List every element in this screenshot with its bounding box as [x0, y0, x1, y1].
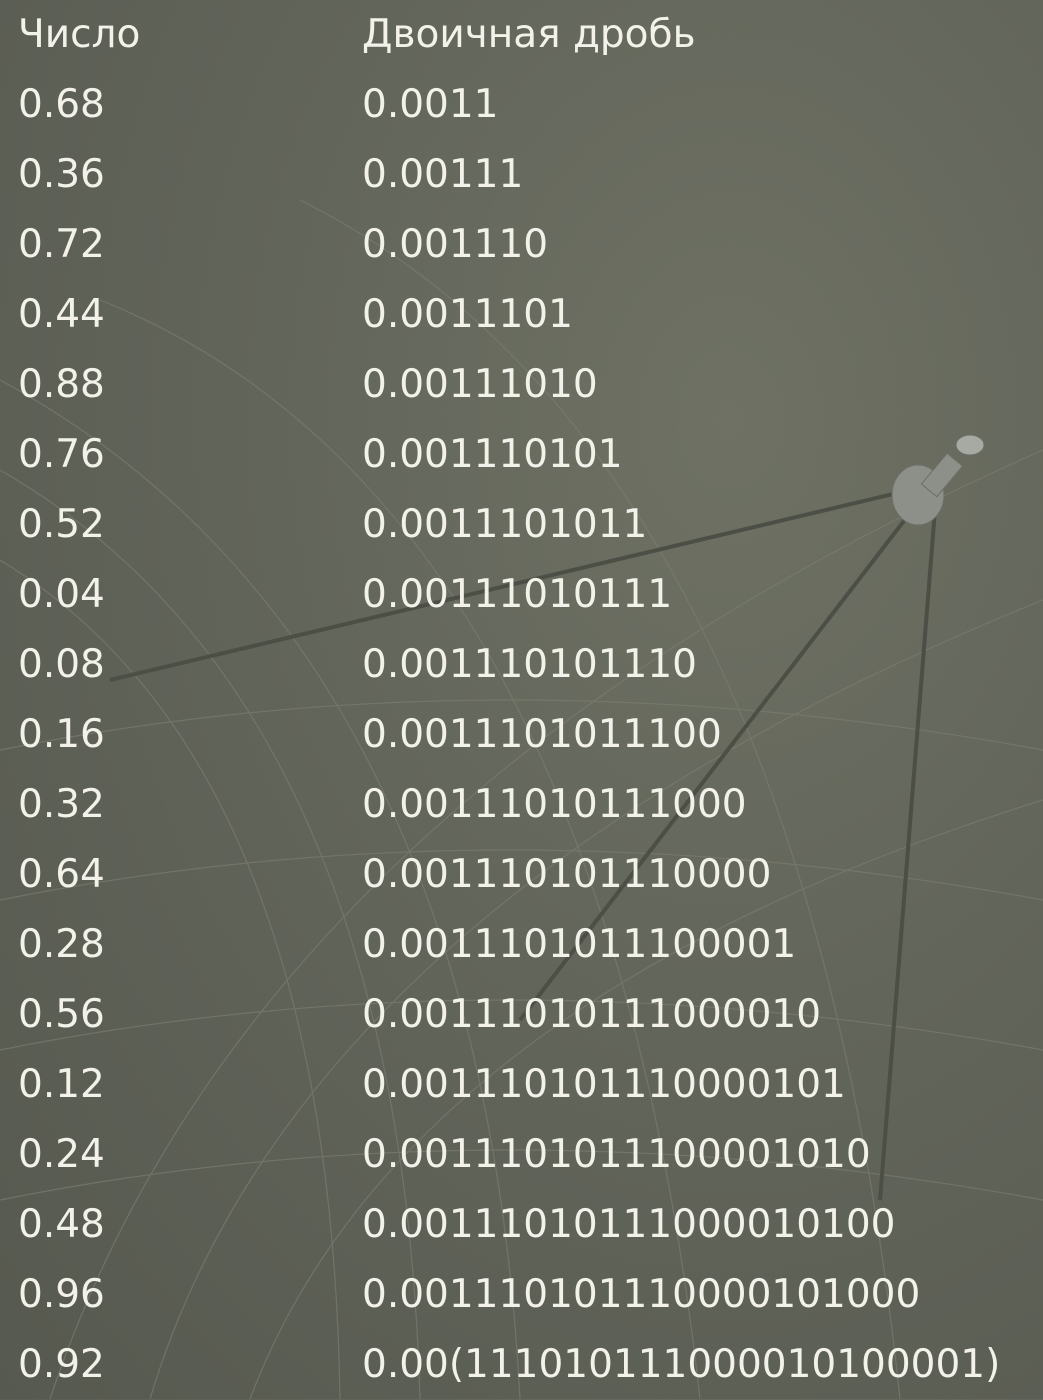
header-cell: Двоичная дробь [362, 0, 696, 70]
binary-cell: 0.0011101011 [362, 490, 647, 560]
table-row: 0.48 0.00111010111000010100 [0, 1190, 1043, 1260]
binary-cell: 0.00111010111000010 [362, 980, 821, 1050]
binary-cell: 0.0011101011100 [362, 700, 722, 770]
binary-cell: 0.0011101 [362, 280, 573, 350]
binary-cell: 0.0011 [362, 70, 498, 140]
number-cell: 0.88 [18, 350, 105, 420]
table-row: 0.72 0.001110 [0, 210, 1043, 280]
table-row: 0.88 0.00111010 [0, 350, 1043, 420]
number-cell: 0.92 [18, 1330, 105, 1400]
table-row: 0.44 0.0011101 [0, 280, 1043, 350]
table-row: 0.92 0.00(111010111000010100001) [0, 1330, 1043, 1400]
table-row: 0.16 0.0011101011100 [0, 700, 1043, 770]
table-row: 0.56 0.00111010111000010 [0, 980, 1043, 1050]
table-row: 0.36 0.00111 [0, 140, 1043, 210]
binary-cell: 0.00111 [362, 140, 523, 210]
number-cell: 0.72 [18, 210, 105, 280]
table-row: 0.52 0.0011101011 [0, 490, 1043, 560]
binary-cell: 0.00111010111000010100 [362, 1190, 895, 1260]
table-row: 0.08 0.001110101110 [0, 630, 1043, 700]
binary-cell: 0.0011101011100001 [362, 910, 796, 980]
binary-cell: 0.00111010111000 [362, 770, 747, 840]
binary-cell: 0.001110101 [362, 420, 623, 490]
number-cell: 0.12 [18, 1050, 105, 1120]
number-cell: 0.04 [18, 560, 105, 630]
number-cell: 0.08 [18, 630, 105, 700]
number-cell: 0.56 [18, 980, 105, 1050]
number-cell: 0.28 [18, 910, 105, 980]
binary-cell: 0.00(111010111000010100001) [362, 1330, 1000, 1400]
binary-cell: 0.0011101011100001010 [362, 1120, 871, 1190]
table-row: 0.96 0.001110101110000101000 [0, 1260, 1043, 1330]
binary-cell: 0.001110101110000 [362, 840, 771, 910]
binary-cell: 0.001110101110 [362, 630, 697, 700]
table-row: 0.04 0.00111010111 [0, 560, 1043, 630]
number-cell: 0.32 [18, 770, 105, 840]
table-row: 0.64 0.001110101110000 [0, 840, 1043, 910]
binary-cell: 0.00111010111 [362, 560, 672, 630]
number-cell: 0.16 [18, 700, 105, 770]
number-cell: 0.64 [18, 840, 105, 910]
table-row: 0.68 0.0011 [0, 70, 1043, 140]
number-cell: 0.24 [18, 1120, 105, 1190]
table-row: 0.24 0.0011101011100001010 [0, 1120, 1043, 1190]
header-row: Число Двоичная дробь [0, 0, 1043, 70]
number-cell: 0.96 [18, 1260, 105, 1330]
binary-cell: 0.001110101110000101000 [362, 1260, 920, 1330]
binary-cell: 0.00111010 [362, 350, 598, 420]
number-cell: 0.76 [18, 420, 105, 490]
binary-cell: 0.001110 [362, 210, 548, 280]
number-cell: 0.52 [18, 490, 105, 560]
table-row: 0.76 0.001110101 [0, 420, 1043, 490]
table-row: 0.28 0.0011101011100001 [0, 910, 1043, 980]
header-cell: Число [18, 0, 140, 70]
table-row: 0.32 0.00111010111000 [0, 770, 1043, 840]
binary-cell: 0.001110101110000101 [362, 1050, 846, 1120]
slide: {"table": { "header": ["Число", "Двоична… [0, 0, 1043, 1399]
number-cell: 0.36 [18, 140, 105, 210]
table-row: 0.12 0.001110101110000101 [0, 1050, 1043, 1120]
number-cell: 0.68 [18, 70, 105, 140]
number-cell: 0.48 [18, 1190, 105, 1260]
number-cell: 0.44 [18, 280, 105, 350]
